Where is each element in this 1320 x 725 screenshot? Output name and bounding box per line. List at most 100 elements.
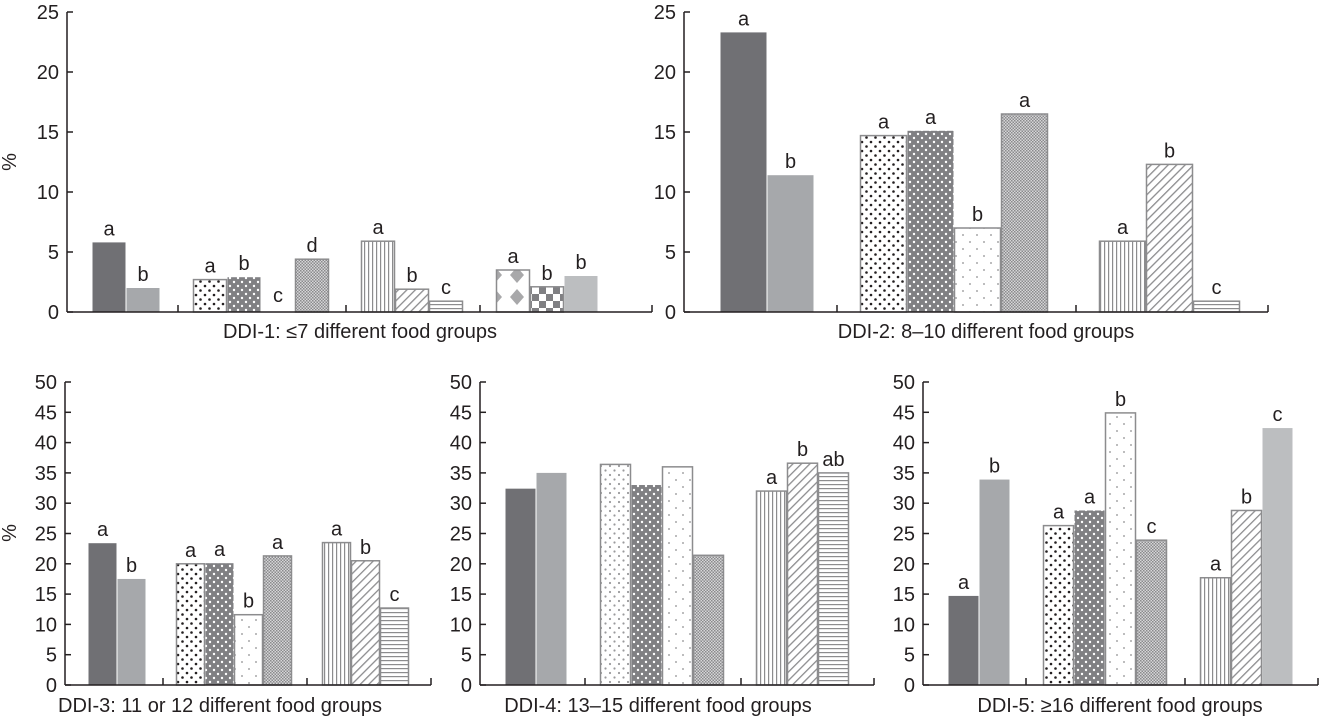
- significance-label: a: [925, 107, 937, 129]
- bar-solid-mid: [767, 175, 814, 312]
- y-tick-label: 15: [893, 584, 915, 606]
- significance-label: a: [214, 539, 226, 561]
- bar-vertical-stripes: [321, 541, 352, 686]
- bar-checker: [529, 286, 565, 313]
- y-tick-label: 35: [893, 463, 915, 485]
- bar-diagonal-stripes: [394, 288, 430, 313]
- y-tick-label: 10: [35, 614, 57, 636]
- y-tick-label: 50: [893, 372, 915, 394]
- significance-label: b: [1115, 389, 1126, 411]
- y-tick-label: 15: [35, 584, 57, 606]
- y-tick-label: 10: [37, 182, 59, 204]
- y-tick-label: 20: [654, 62, 676, 84]
- bar-dots-sparse: [233, 613, 264, 686]
- y-tick-label: 5: [46, 645, 57, 667]
- significance-label: b: [126, 555, 137, 577]
- significance-label: a: [1210, 554, 1222, 576]
- bar-horizontal-stripes: [1192, 300, 1241, 313]
- y-tick-label: 0: [48, 302, 59, 324]
- y-tick-label: 10: [654, 182, 676, 204]
- significance-label: a: [1053, 502, 1065, 524]
- significance-label: a: [103, 218, 115, 240]
- significance-label: b: [972, 204, 983, 226]
- bar-dots-gray: [599, 463, 632, 686]
- y-tick-label: 5: [904, 645, 915, 667]
- bar-crosshatch: [1135, 539, 1168, 686]
- y-tick-label: 5: [461, 645, 472, 667]
- y-tick-label: 15: [654, 122, 676, 144]
- bar-dots-black: [1042, 524, 1075, 686]
- significance-label: a: [185, 540, 197, 562]
- bar-solid-dark: [720, 32, 767, 313]
- significance-label: b: [360, 537, 371, 559]
- bar-crosshatch: [1000, 113, 1049, 313]
- y-tick-label: 20: [450, 554, 472, 576]
- significance-label: c: [273, 285, 283, 307]
- significance-label: a: [878, 112, 890, 134]
- y-tick-label: 45: [450, 402, 472, 424]
- significance-label: b: [989, 456, 1000, 478]
- y-tick-label: 35: [450, 463, 472, 485]
- bar-dots-white-on-gray: [227, 277, 261, 312]
- y-tick-label: 25: [654, 2, 676, 24]
- panel-title: DDI-1: ≤7 different food groups: [223, 321, 497, 343]
- bar-horizontal-stripes: [379, 607, 410, 686]
- y-tick-label: 45: [893, 402, 915, 424]
- bar-crosshatch: [262, 555, 293, 686]
- significance-label: ab: [822, 449, 844, 471]
- bar-vertical-stripes: [755, 490, 788, 686]
- significance-label: a: [204, 256, 216, 278]
- bar-dots-sparse: [953, 227, 1002, 313]
- y-axis-label: %: [0, 153, 21, 171]
- bar-solid-mid: [117, 578, 146, 685]
- significance-label: a: [97, 519, 109, 541]
- bar-crosshatch: [692, 554, 725, 686]
- significance-label: a: [331, 519, 343, 541]
- bar-dots-sparse: [1104, 412, 1137, 686]
- significance-label: a: [1117, 217, 1129, 239]
- y-tick-label: 50: [35, 372, 57, 394]
- panel-title: DDI-3: 11 or 12 different food groups: [58, 695, 382, 717]
- significance-label: a: [272, 532, 284, 554]
- panel-title: DDI-2: 8–10 different food groups: [838, 321, 1134, 343]
- significance-label: b: [785, 151, 796, 173]
- significance-label: a: [1084, 486, 1096, 508]
- y-tick-label: 40: [35, 433, 57, 455]
- y-tick-label: 45: [35, 402, 57, 424]
- bar-solid-light: [564, 276, 598, 312]
- panel-title: DDI-4: 13–15 different food groups: [504, 695, 812, 717]
- significance-label: b: [243, 591, 254, 613]
- bar-vertical-stripes: [360, 240, 396, 313]
- significance-label: b: [406, 265, 417, 287]
- y-tick-label: 0: [665, 302, 676, 324]
- bar-diamonds: [495, 269, 531, 313]
- panel-ddi-2: a b a a b a a b c 0 5 10 15 20 25 DDI-2: 8–10 different…: [654, 2, 1269, 343]
- bar-dots-white-on-gray: [907, 130, 954, 312]
- significance-label: a: [766, 467, 778, 489]
- y-tick-label: 5: [48, 242, 59, 264]
- bar-dots-white-on-gray: [631, 485, 662, 685]
- bar-solid-mid: [126, 288, 160, 312]
- significance-label: b: [541, 263, 552, 285]
- y-tick-label: 40: [893, 433, 915, 455]
- y-tick-label: 50: [450, 372, 472, 394]
- y-tick-label: 10: [893, 614, 915, 636]
- panel-title: DDI-5: ≥16 different food groups: [977, 695, 1262, 717]
- y-tick-label: 25: [893, 524, 915, 546]
- y-tick-label: 20: [35, 554, 57, 576]
- bar-solid-dark: [948, 595, 979, 685]
- y-tick-label: 20: [893, 554, 915, 576]
- bar-dots-sparse: [661, 466, 694, 686]
- significance-label: b: [1164, 140, 1175, 162]
- bar-dots-black: [175, 563, 206, 686]
- bar-diagonal-stripes: [1230, 509, 1263, 686]
- y-tick-label: 40: [450, 433, 472, 455]
- significance-label: a: [958, 572, 970, 594]
- bar-diagonal-stripes: [1145, 163, 1194, 313]
- bar-horizontal-stripes: [817, 472, 850, 686]
